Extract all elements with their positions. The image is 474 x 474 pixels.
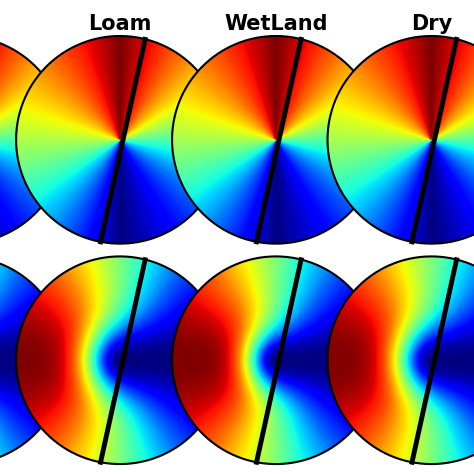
Text: WetLand: WetLand [224, 14, 328, 34]
Text: Dry: Dry [410, 14, 452, 34]
Text: Loam: Loam [88, 14, 152, 34]
